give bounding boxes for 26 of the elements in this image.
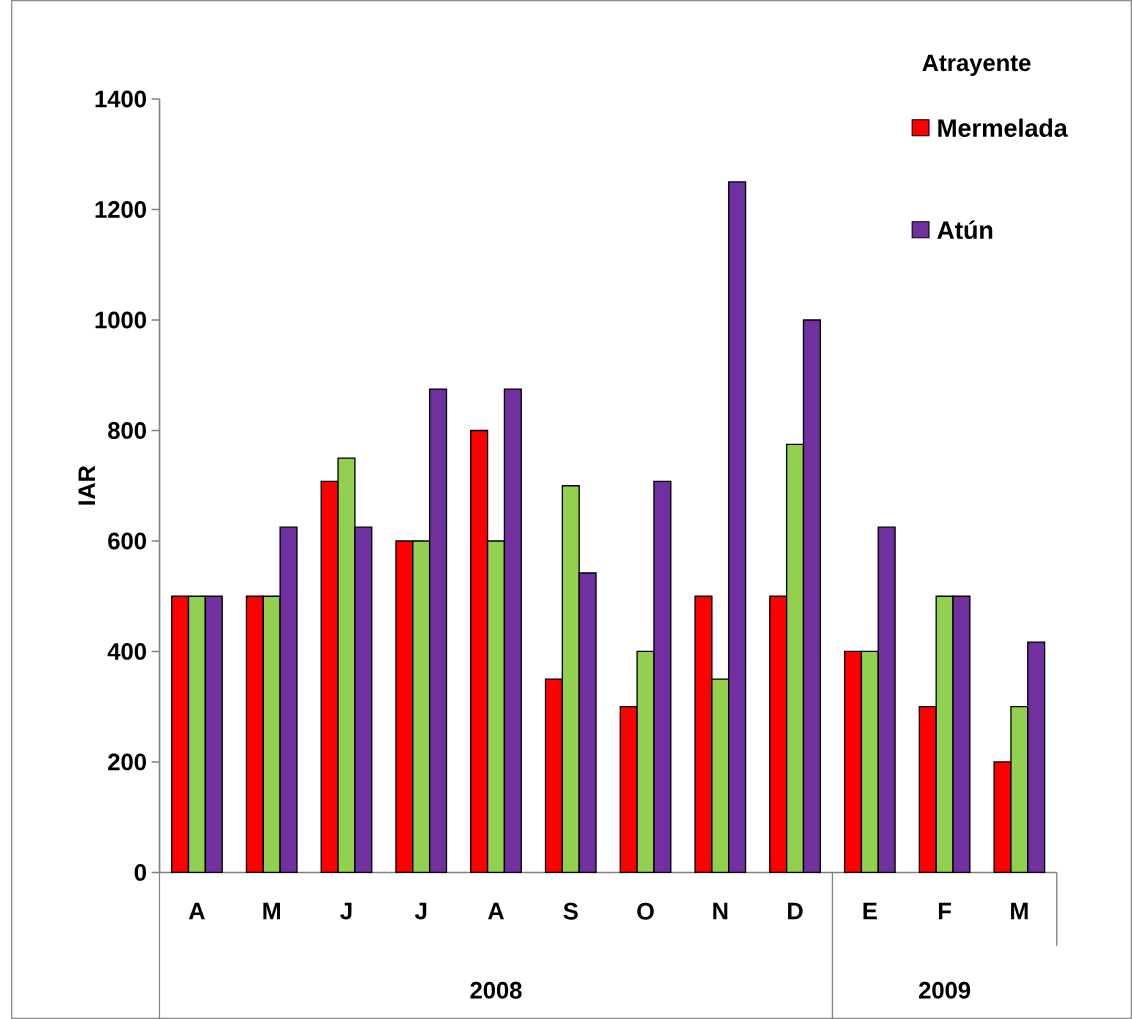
- legend-label: Mermelada: [938, 118, 1068, 137]
- x-tick-label: S: [563, 902, 578, 920]
- y-tick-label: 600: [108, 532, 146, 550]
- x-tick-label: F: [938, 902, 951, 920]
- y-axis-title: IAR: [78, 465, 95, 505]
- x-tick-label: M: [1011, 902, 1028, 920]
- x-tick-label: M: [263, 902, 280, 920]
- y-tick-label: 1200: [95, 201, 146, 218]
- x-tick-label: N: [713, 902, 728, 920]
- y-tick-label: 800: [108, 422, 146, 439]
- legend-label: Atún: [937, 220, 993, 240]
- y-tick-label: 400: [107, 643, 146, 660]
- x-tick-label: O: [637, 902, 654, 920]
- y-tick-label: 1400: [95, 90, 146, 108]
- x-tick-label: A: [488, 902, 504, 920]
- x-tick-label: J: [414, 902, 427, 920]
- y-tick-label: 1000: [95, 311, 146, 329]
- x-tick-label: J: [340, 902, 352, 920]
- x-tick-label: A: [188, 902, 205, 920]
- y-tick-label: 200: [108, 753, 146, 771]
- legend-title: Atrayente: [922, 54, 1031, 76]
- text: 2008: [470, 981, 522, 999]
- x-tick-label: D: [788, 902, 803, 920]
- y-tick-label: 0: [134, 864, 146, 881]
- text: 2009: [918, 981, 971, 999]
- x-tick-label: E: [863, 902, 877, 920]
